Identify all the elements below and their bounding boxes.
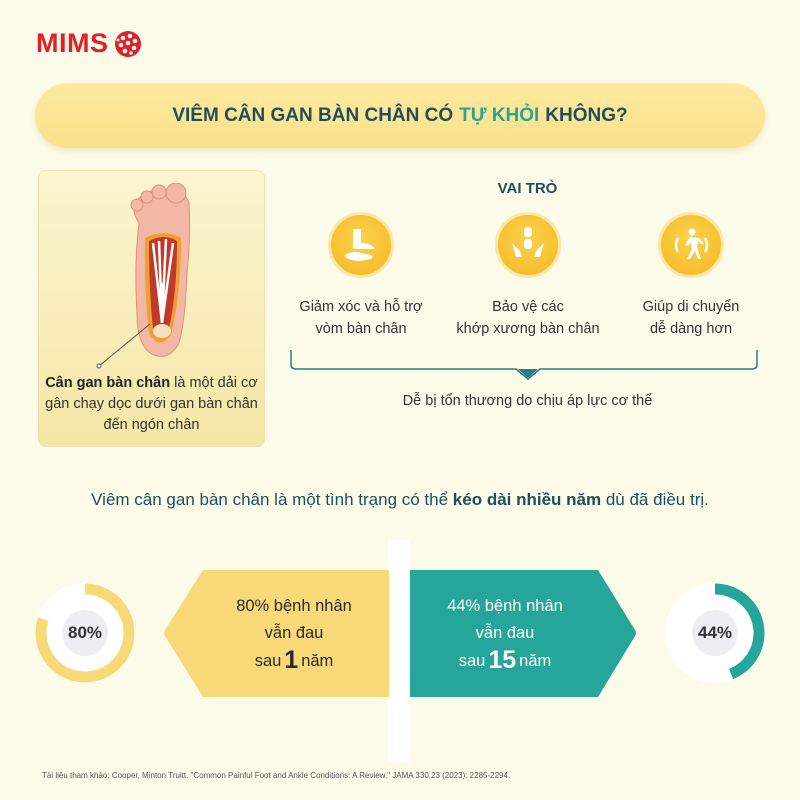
role-item: Giảm xóc và hỗ trợ vòm bàn chân	[276, 212, 446, 340]
stat-line: vẫn đau	[264, 623, 324, 642]
sentence-post: dù đã điều trị.	[605, 490, 709, 509]
logo-globe-icon	[114, 30, 141, 57]
donut-label: 44%	[692, 610, 738, 656]
caption-bold: Cân gan bàn chân	[45, 375, 171, 391]
walking-icon	[658, 212, 724, 278]
caption-rest: là một dải cơ gân chạy dọc dưới gan bàn …	[45, 375, 258, 433]
divider	[388, 540, 410, 762]
stat-line: vẫn đau	[475, 623, 535, 642]
role-label: Giúp di chuyển	[642, 299, 740, 315]
reference: Tài liệu tham khảo: Cooper, Minton Truit…	[42, 771, 511, 780]
mims-logo: MIMS	[36, 28, 143, 59]
role-label: Bảo vệ các	[492, 299, 564, 315]
foot-support-icon	[328, 212, 394, 278]
role-item: Giúp di chuyển dễ dàng hơn	[606, 212, 776, 340]
stat-1-text: 80% bệnh nhân vẫn đau sau 1 năm	[200, 570, 388, 697]
stat-line: 80% bệnh nhân	[236, 596, 352, 615]
page-title: VIÊM CÂN GAN BÀN CHÂN CÓ TỰ KHỎI KHÔNG?	[35, 83, 765, 148]
title-part2: KHÔNG?	[545, 104, 628, 126]
anatomy-caption: Cân gan bàn chân là một dải cơ gân chạy …	[39, 373, 264, 436]
role-label: Giảm xóc và hỗ trợ	[299, 299, 423, 315]
role-label: vòm bàn chân	[315, 321, 407, 337]
stat-years: 1	[284, 645, 299, 674]
roles-heading: VAI TRÒ	[497, 180, 558, 197]
stat-arrow-left	[164, 570, 389, 697]
pointer-line	[96, 323, 151, 369]
role-label: khớp xương bàn chân	[456, 321, 600, 337]
role-label: dễ dàng hơn	[649, 321, 733, 337]
foot-anatomy-illustration	[130, 183, 191, 357]
role-item: Bảo vệ các khớp xương bàn chân	[443, 212, 613, 340]
stat-pre: sau	[254, 651, 282, 670]
roles-summary: Dễ bị tổn thương do chịu áp lực cơ thể	[402, 393, 653, 409]
donut-arc	[665, 583, 765, 683]
donut-arc	[35, 583, 135, 683]
stat-post: năm	[519, 651, 552, 670]
donut-label: 80%	[62, 610, 108, 656]
title-highlight: TỰ KHỎI	[459, 104, 540, 126]
joint-protect-icon	[495, 212, 561, 278]
title-part1: VIÊM CÂN GAN BÀN CHÂN CÓ	[172, 104, 454, 126]
sentence-pre: Viêm cân gan bàn chân là một tình trạng …	[91, 490, 449, 509]
stat-line: 44% bệnh nhân	[447, 596, 563, 615]
sentence-bold: kéo dài nhiều năm	[452, 490, 602, 509]
stat-2-text: 44% bệnh nhân vẫn đau sau 15 năm	[410, 570, 600, 697]
stat-pre: sau	[458, 651, 486, 670]
logo-text: MIMS	[36, 28, 109, 58]
key-sentence: Viêm cân gan bàn chân là một tình trạng …	[0, 490, 800, 510]
stat-post: năm	[301, 651, 334, 670]
roles-bracket	[290, 350, 758, 380]
stat-arrow-right	[410, 570, 636, 697]
anatomy-card: Cân gan bàn chân là một dải cơ gân chạy …	[38, 170, 265, 447]
stat-years: 15	[488, 645, 517, 674]
